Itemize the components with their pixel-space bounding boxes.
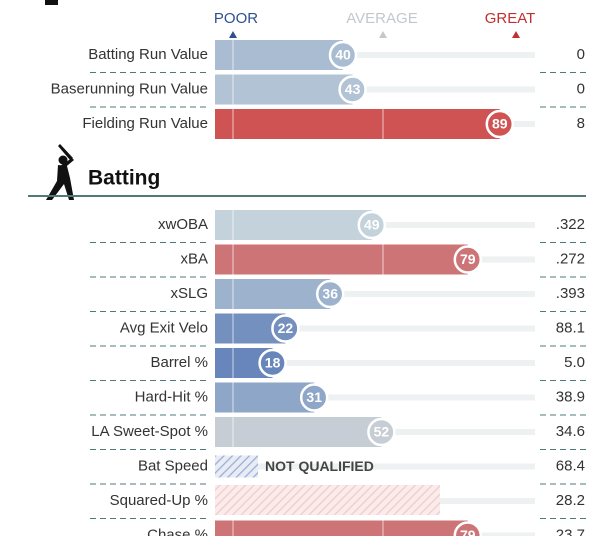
section-title: Batting (88, 167, 160, 190)
unqualified-bar (215, 455, 258, 478)
metric-label: xBA (180, 250, 208, 267)
percentile-label: 49 (364, 217, 380, 233)
metric-value: 34.6 (556, 423, 585, 440)
percentile-bar (215, 74, 353, 105)
marker (512, 31, 520, 38)
legend-great: GREAT (485, 10, 536, 27)
percentile-bar (215, 210, 372, 240)
metric-value: 38.9 (556, 388, 585, 405)
status-label: NOT QUALIFIED (265, 458, 374, 474)
metric-value: 28.2 (556, 492, 585, 509)
percentile-dot (357, 210, 387, 240)
metric-value: .272 (556, 250, 585, 267)
metric-label: xSLG (170, 285, 208, 302)
metric-label: Hard-Hit % (135, 388, 208, 405)
percentile-bar (215, 520, 468, 536)
percentile-label: 43 (345, 81, 361, 97)
metric-value: 5.0 (564, 354, 585, 371)
percentile-label: 79 (460, 527, 476, 536)
metric-label: LA Sweet-Spot % (91, 423, 208, 440)
unranked-bar (215, 485, 440, 515)
metric-value: 8 (577, 115, 585, 132)
marker (379, 31, 387, 38)
percentile-dot (338, 75, 367, 104)
percentile-label: 40 (335, 47, 351, 63)
percentile-bar (215, 40, 343, 70)
percentile-label: 18 (265, 355, 281, 371)
percentile-bar (215, 279, 331, 309)
legend-poor: POOR (214, 10, 258, 27)
percentile-dot (299, 383, 329, 412)
metric-value: .393 (556, 285, 585, 302)
percentile-dot (453, 245, 483, 274)
percentile-label: 31 (306, 389, 322, 405)
metric-label: Chase % (147, 526, 208, 536)
percentile-bar (215, 417, 382, 447)
percentile-dot (271, 314, 300, 343)
metric-value: 88.1 (556, 319, 585, 336)
metric-label: Batting Run Value (88, 46, 208, 63)
marker (229, 31, 237, 38)
metric-label: xwOBA (158, 216, 208, 233)
percentile-label: 52 (374, 424, 390, 440)
metric-label: Fielding Run Value (82, 115, 208, 132)
percentile-label: 89 (492, 116, 508, 132)
metric-value: 68.4 (556, 457, 585, 474)
percentile-dot (485, 109, 515, 139)
percentile-label: 36 (322, 286, 338, 302)
metric-value: .322 (556, 216, 585, 233)
metric-label: Avg Exit Velo (120, 319, 208, 336)
metric-value: 0 (577, 80, 585, 97)
percentile-label: 22 (278, 320, 294, 336)
percentile-label: 79 (460, 251, 476, 267)
percentile-dot (367, 417, 396, 447)
percentile-bar (215, 109, 500, 139)
percentile-bar (215, 244, 468, 275)
metric-label: Barrel % (150, 354, 208, 371)
percentile-bar (215, 382, 315, 413)
metric-label: Squared-Up % (110, 492, 208, 509)
cut-icon (45, 0, 58, 5)
metric-label: Baserunning Run Value (51, 80, 208, 97)
legend-average: AVERAGE (346, 10, 417, 27)
metric-value: 23.7 (556, 526, 585, 536)
percentile-dot (258, 348, 287, 378)
percentile-dot (315, 279, 345, 309)
metric-label: Bat Speed (138, 457, 208, 474)
percentile-dot (328, 40, 358, 70)
batter-icon (46, 144, 74, 200)
metric-value: 0 (577, 46, 585, 63)
